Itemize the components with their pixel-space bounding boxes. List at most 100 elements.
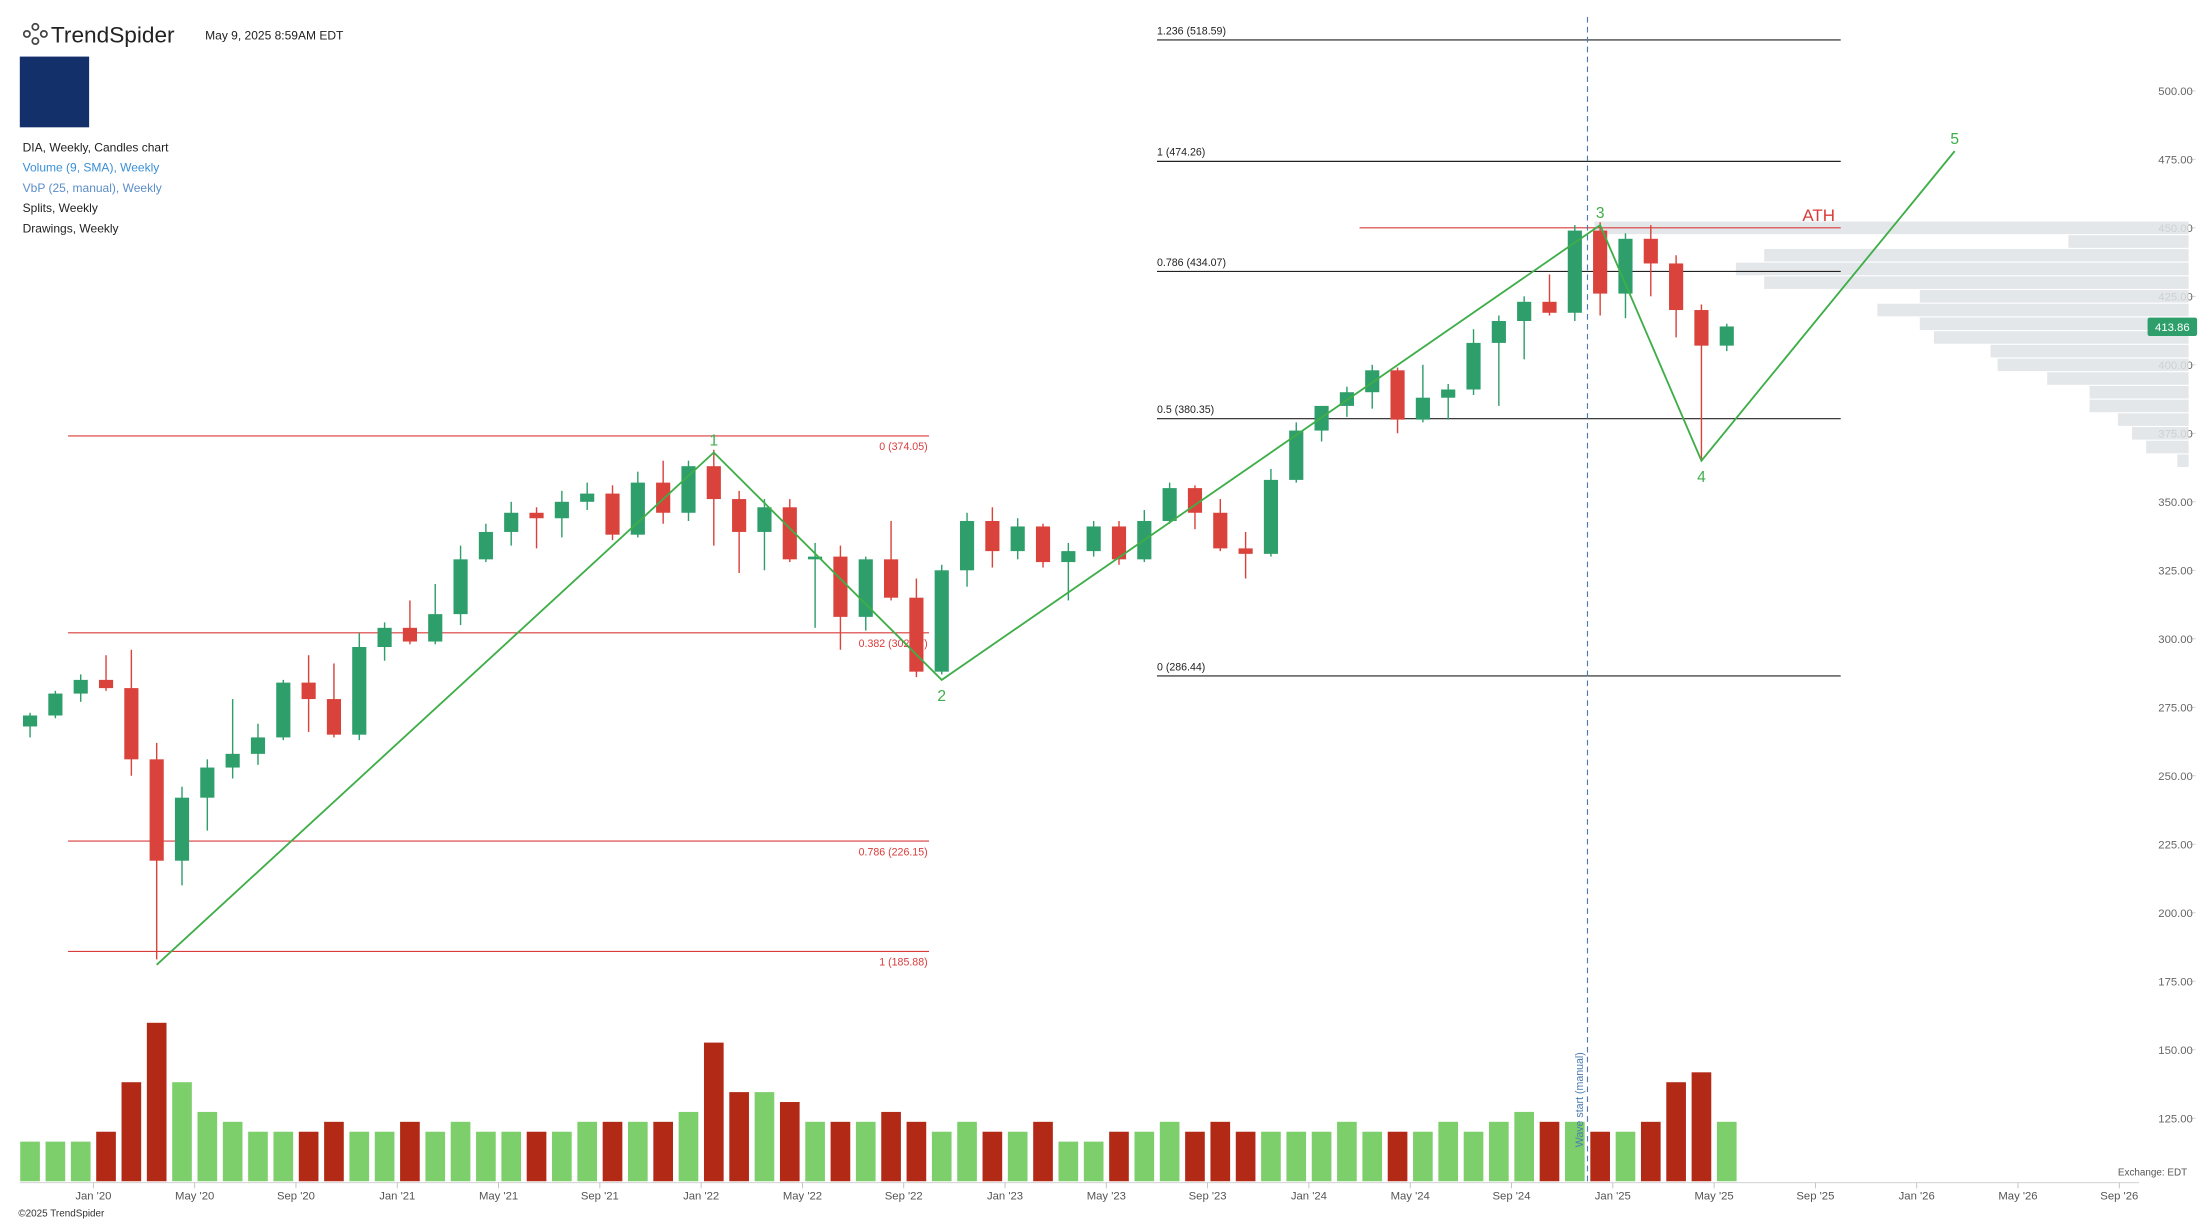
volume-bar xyxy=(1311,1131,1332,1182)
fib-label: 0.382 (302.17) xyxy=(859,638,928,650)
exchange: Exchange: EDT xyxy=(2118,1168,2187,1179)
candle-body xyxy=(301,682,316,700)
last-price-box xyxy=(2147,317,2198,337)
brand-icon xyxy=(22,22,48,45)
candle-body xyxy=(326,699,342,735)
candle-body xyxy=(985,520,1000,552)
candle-body xyxy=(732,499,747,532)
copyright: ©2025 TrendSpider xyxy=(18,1209,105,1220)
volume-bar xyxy=(121,1082,142,1182)
candle-body xyxy=(1567,230,1582,313)
volume-bar xyxy=(1235,1131,1256,1182)
volume-bar xyxy=(881,1111,901,1182)
volume-profile-bar xyxy=(1877,303,2189,317)
candle-body xyxy=(73,679,88,694)
volume-bar xyxy=(1716,1121,1737,1182)
fib-label: 1 (474.26) xyxy=(1157,147,1205,159)
x-tick-label: Sep '21 xyxy=(581,1191,619,1203)
volume-bar xyxy=(1413,1131,1433,1182)
volume-bar xyxy=(628,1121,648,1182)
volume-profile-bar xyxy=(2146,440,2189,454)
volume-profile-bar xyxy=(2068,235,2189,248)
candle-body xyxy=(22,715,38,727)
x-tick-label: May '21 xyxy=(479,1191,518,1203)
x-tick-label: Jan '24 xyxy=(1291,1191,1327,1203)
x-tick-label: May '25 xyxy=(1695,1191,1734,1203)
candle-body xyxy=(98,679,114,689)
volume-bar xyxy=(931,1131,952,1182)
volume-bar xyxy=(172,1082,192,1182)
logo xyxy=(19,56,90,128)
x-tick-label: Sep '20 xyxy=(277,1191,315,1203)
candle-body xyxy=(149,759,164,861)
candle-body xyxy=(1365,370,1380,393)
timestamp: May 9, 2025 8:59AM EDT xyxy=(205,29,344,43)
candle-body xyxy=(1441,389,1456,398)
x-tick-label: Sep '23 xyxy=(1189,1191,1227,1203)
volume-bar xyxy=(1058,1141,1079,1182)
volume-bar xyxy=(45,1141,66,1182)
candle-body xyxy=(656,482,671,513)
ath-label: ATH xyxy=(1802,206,1835,225)
candle-body xyxy=(377,627,392,648)
wave-label: 1 xyxy=(709,432,718,449)
candle-body xyxy=(833,556,848,617)
volume-bar xyxy=(374,1131,395,1182)
volume-profile-bar xyxy=(2089,385,2189,399)
volume-profile-bar xyxy=(2117,413,2189,426)
x-tick-label: May '26 xyxy=(1998,1191,2037,1203)
candle-body xyxy=(529,512,544,519)
x-tick-label: Sep '24 xyxy=(1493,1191,1531,1203)
volume-bar xyxy=(779,1102,800,1182)
volume-bar xyxy=(1210,1121,1231,1182)
candle-body xyxy=(1289,430,1304,480)
volume-bar xyxy=(855,1121,876,1182)
volume-bar xyxy=(678,1111,699,1182)
candle-body xyxy=(276,682,291,738)
y-tick-label: 225.00 xyxy=(2158,840,2193,852)
candle-body xyxy=(1643,238,1658,264)
candle-body xyxy=(630,482,645,535)
volume-profile-bar xyxy=(1919,290,2189,303)
volume-bar xyxy=(552,1131,572,1182)
volume-bar xyxy=(1083,1141,1104,1182)
candle-body xyxy=(1061,551,1076,563)
candle-body xyxy=(174,797,190,861)
candle-body xyxy=(858,559,873,617)
x-tick-label: Jan '20 xyxy=(75,1191,111,1203)
volume-bar xyxy=(273,1131,294,1182)
volume-profile-bar xyxy=(1764,276,2189,289)
legend-entry: Drawings, Weekly xyxy=(23,221,119,235)
volume-bar xyxy=(805,1121,825,1182)
volume-bar xyxy=(476,1131,496,1182)
candle-body xyxy=(1618,238,1633,294)
candle-body xyxy=(1010,526,1025,552)
volume-bar xyxy=(754,1092,775,1182)
candle-body xyxy=(1035,526,1051,563)
volume-bar xyxy=(1539,1121,1560,1182)
candle-body xyxy=(706,466,721,500)
candle-body xyxy=(1491,320,1506,343)
volume-bar xyxy=(602,1121,623,1182)
candle-body xyxy=(1415,397,1430,420)
wave-line xyxy=(156,150,1956,966)
volume-profile-bar xyxy=(1919,317,2189,331)
volume-profile-bar xyxy=(1735,262,2189,276)
candle-body xyxy=(757,507,772,532)
candle-body xyxy=(1263,479,1279,554)
candle-body xyxy=(1517,301,1532,321)
x-tick-label: Sep '22 xyxy=(885,1191,923,1203)
volume-bar xyxy=(20,1141,40,1182)
brand: TrendSpider xyxy=(51,22,175,47)
y-tick-label: 275.00 xyxy=(2158,703,2193,715)
candle-body xyxy=(1213,512,1228,549)
volume-bar xyxy=(222,1121,243,1182)
volume-bar xyxy=(729,1092,749,1182)
candle-body xyxy=(200,767,215,798)
candle-body xyxy=(1719,326,1734,346)
legend-entry: Volume (9, SMA), Weekly xyxy=(23,161,160,175)
volume-profile-bar xyxy=(2132,427,2189,440)
volume-bar xyxy=(501,1131,522,1182)
volume-bar xyxy=(906,1121,927,1182)
